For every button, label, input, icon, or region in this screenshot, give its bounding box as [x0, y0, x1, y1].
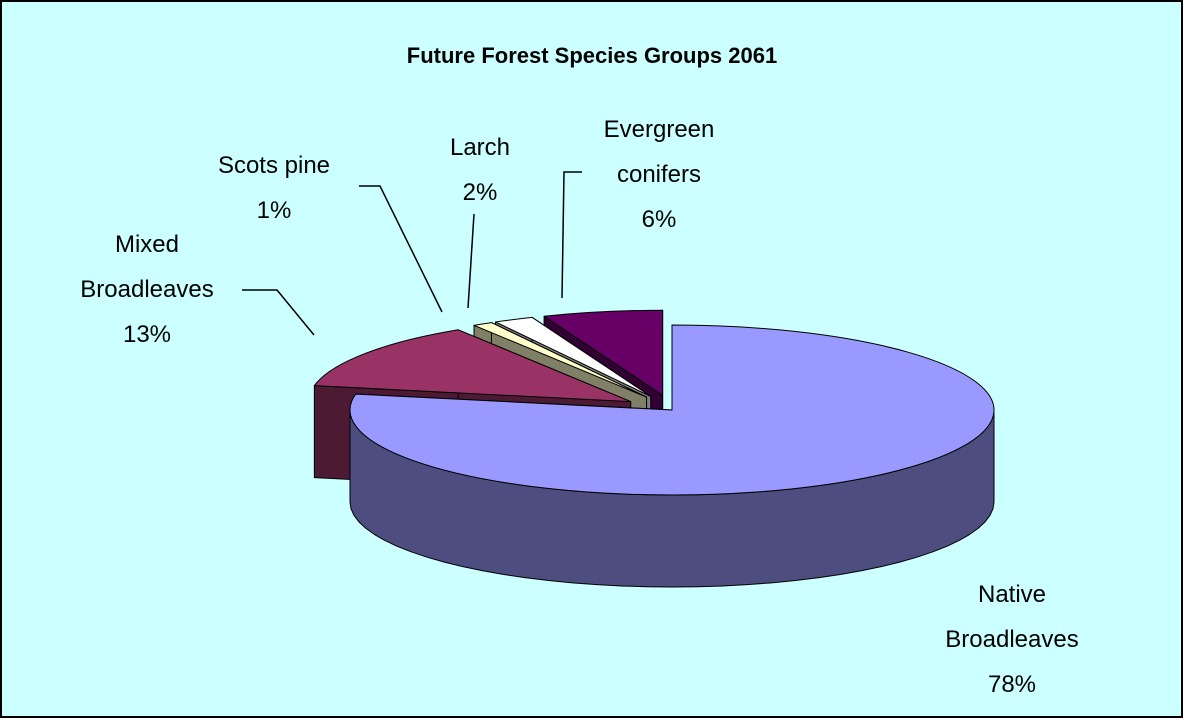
chart-title: Future Forest Species Groups 2061	[407, 43, 777, 68]
leader-line	[467, 213, 475, 309]
slice	[495, 316, 652, 397]
slice	[543, 309, 664, 396]
leader-line	[242, 289, 315, 336]
label-name: Evergreen conifers	[603, 116, 715, 188]
label-name: Mixed Broadleaves	[80, 231, 214, 303]
leader-line	[359, 185, 443, 313]
slice	[349, 324, 995, 496]
label-value: 2%	[462, 179, 498, 206]
data-label: Mixed Broadleaves 13%	[67, 222, 227, 357]
data-label: Evergreen conifers 6%	[589, 107, 729, 242]
data-label: Larch 2%	[430, 125, 530, 215]
leader-line	[561, 171, 582, 299]
label-value: 78%	[987, 671, 1037, 698]
slice	[473, 322, 648, 398]
data-label: Scots pine 1%	[204, 143, 344, 233]
data-label: Native Broadleaves 78%	[927, 572, 1097, 707]
leader-lines	[242, 171, 582, 336]
label-value: 1%	[256, 197, 292, 224]
label-value: 13%	[122, 321, 172, 348]
pie	[313, 309, 995, 588]
slice	[313, 329, 632, 403]
label-value: 6%	[641, 206, 677, 233]
label-name: Larch	[449, 134, 511, 161]
label-name: Scots pine	[217, 152, 331, 179]
label-name: Native Broadleaves	[945, 581, 1079, 653]
